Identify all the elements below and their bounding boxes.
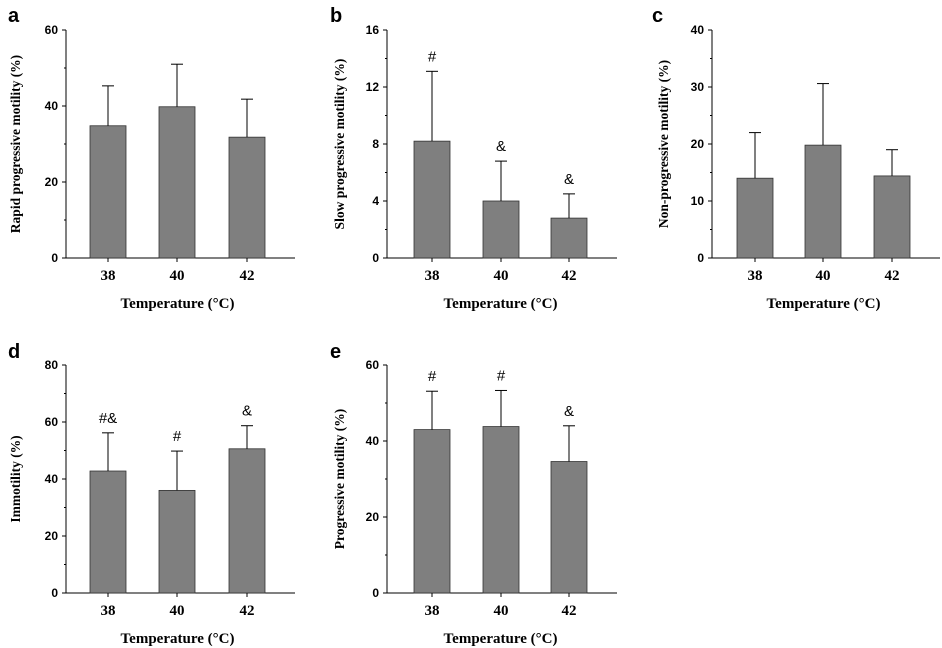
y-tick-label: 60 bbox=[45, 23, 59, 37]
x-tick-label: 38 bbox=[101, 603, 116, 619]
significance-annotation: #& bbox=[99, 410, 117, 427]
y-tick-label: 40 bbox=[45, 99, 59, 113]
y-tick-label: 80 bbox=[45, 358, 59, 372]
panel-letter: b bbox=[330, 5, 342, 27]
y-tick-label: 4 bbox=[372, 194, 379, 208]
y-tick-label: 40 bbox=[366, 434, 380, 448]
bar bbox=[89, 470, 127, 594]
x-tick-label: 40 bbox=[170, 603, 185, 619]
bar bbox=[550, 217, 588, 259]
y-tick-label: 20 bbox=[691, 137, 705, 151]
bar bbox=[89, 125, 127, 259]
y-tick-label: 40 bbox=[45, 472, 59, 486]
panel-letter: a bbox=[8, 5, 20, 27]
panel-letter: e bbox=[330, 341, 341, 363]
significance-annotation: & bbox=[564, 171, 574, 188]
x-tick-label: 42 bbox=[562, 268, 577, 284]
y-tick-label: 16 bbox=[366, 23, 380, 37]
y-tick-label: 30 bbox=[691, 80, 705, 94]
bar bbox=[158, 106, 196, 259]
y-tick-label: 8 bbox=[372, 137, 379, 151]
x-axis-title: Temperature (°C) bbox=[767, 296, 881, 312]
significance-annotation: & bbox=[496, 138, 506, 155]
y-tick-label: 60 bbox=[366, 358, 380, 372]
bar bbox=[736, 177, 774, 259]
bar bbox=[873, 175, 911, 259]
x-tick-label: 42 bbox=[240, 268, 255, 284]
y-tick-label: 0 bbox=[697, 251, 704, 265]
x-axis-title: Temperature (°C) bbox=[444, 631, 558, 647]
x-tick-label: 42 bbox=[240, 603, 255, 619]
y-tick-label: 0 bbox=[372, 586, 379, 600]
x-tick-label: 40 bbox=[494, 268, 509, 284]
y-axis-title: Rapid progressive motility (%) bbox=[8, 55, 23, 233]
y-axis-title: Progressive motility (%) bbox=[332, 409, 347, 549]
x-axis-title: Temperature (°C) bbox=[121, 296, 235, 312]
y-tick-label: 20 bbox=[45, 529, 59, 543]
y-tick-label: 12 bbox=[366, 80, 380, 94]
x-tick-label: 38 bbox=[748, 268, 763, 284]
y-axis-title: Slow progressive motility (%) bbox=[332, 59, 347, 230]
y-tick-label: 60 bbox=[45, 415, 59, 429]
panel-letter: c bbox=[652, 5, 663, 27]
x-tick-label: 40 bbox=[494, 603, 509, 619]
x-axis-title: Temperature (°C) bbox=[121, 631, 235, 647]
significance-annotation: # bbox=[428, 368, 437, 385]
y-axis-title: Immotility (%) bbox=[8, 435, 23, 522]
bar bbox=[482, 426, 520, 594]
panel-letter: d bbox=[8, 341, 20, 363]
y-tick-label: 0 bbox=[372, 251, 379, 265]
bar bbox=[158, 489, 196, 594]
bar bbox=[228, 448, 266, 594]
bar bbox=[413, 429, 451, 594]
y-tick-label: 10 bbox=[691, 194, 705, 208]
chart-panel-d: d 0 20 40 60 80 #& 38 #40 & 42 Temperature (°C) Immo… bbox=[8, 341, 295, 647]
significance-annotation: & bbox=[242, 403, 252, 420]
y-tick-label: 0 bbox=[51, 251, 58, 265]
significance-annotation: # bbox=[428, 48, 437, 65]
significance-annotation: # bbox=[497, 367, 506, 384]
x-tick-label: 40 bbox=[816, 268, 831, 284]
x-tick-label: 42 bbox=[562, 603, 577, 619]
y-tick-label: 0 bbox=[51, 586, 58, 600]
bar bbox=[804, 144, 842, 259]
y-axis-title: Non-progressive motility (%) bbox=[656, 60, 671, 228]
x-tick-label: 38 bbox=[425, 603, 440, 619]
chart-panel-a: a 0 20 40 60 38 40 42 Temperature (°C) Rapid prog… bbox=[8, 5, 295, 312]
bar bbox=[482, 200, 520, 259]
x-tick-label: 38 bbox=[101, 268, 116, 284]
x-tick-label: 42 bbox=[885, 268, 900, 284]
significance-annotation: & bbox=[564, 403, 574, 420]
x-axis-title: Temperature (°C) bbox=[444, 296, 558, 312]
y-tick-label: 20 bbox=[45, 175, 59, 189]
x-tick-label: 40 bbox=[170, 268, 185, 284]
bar bbox=[550, 461, 588, 594]
x-tick-label: 38 bbox=[425, 268, 440, 284]
bar bbox=[228, 136, 266, 259]
y-tick-label: 20 bbox=[366, 510, 380, 524]
bar bbox=[413, 140, 451, 259]
y-tick-label: 40 bbox=[691, 23, 705, 37]
significance-annotation: # bbox=[173, 428, 182, 445]
